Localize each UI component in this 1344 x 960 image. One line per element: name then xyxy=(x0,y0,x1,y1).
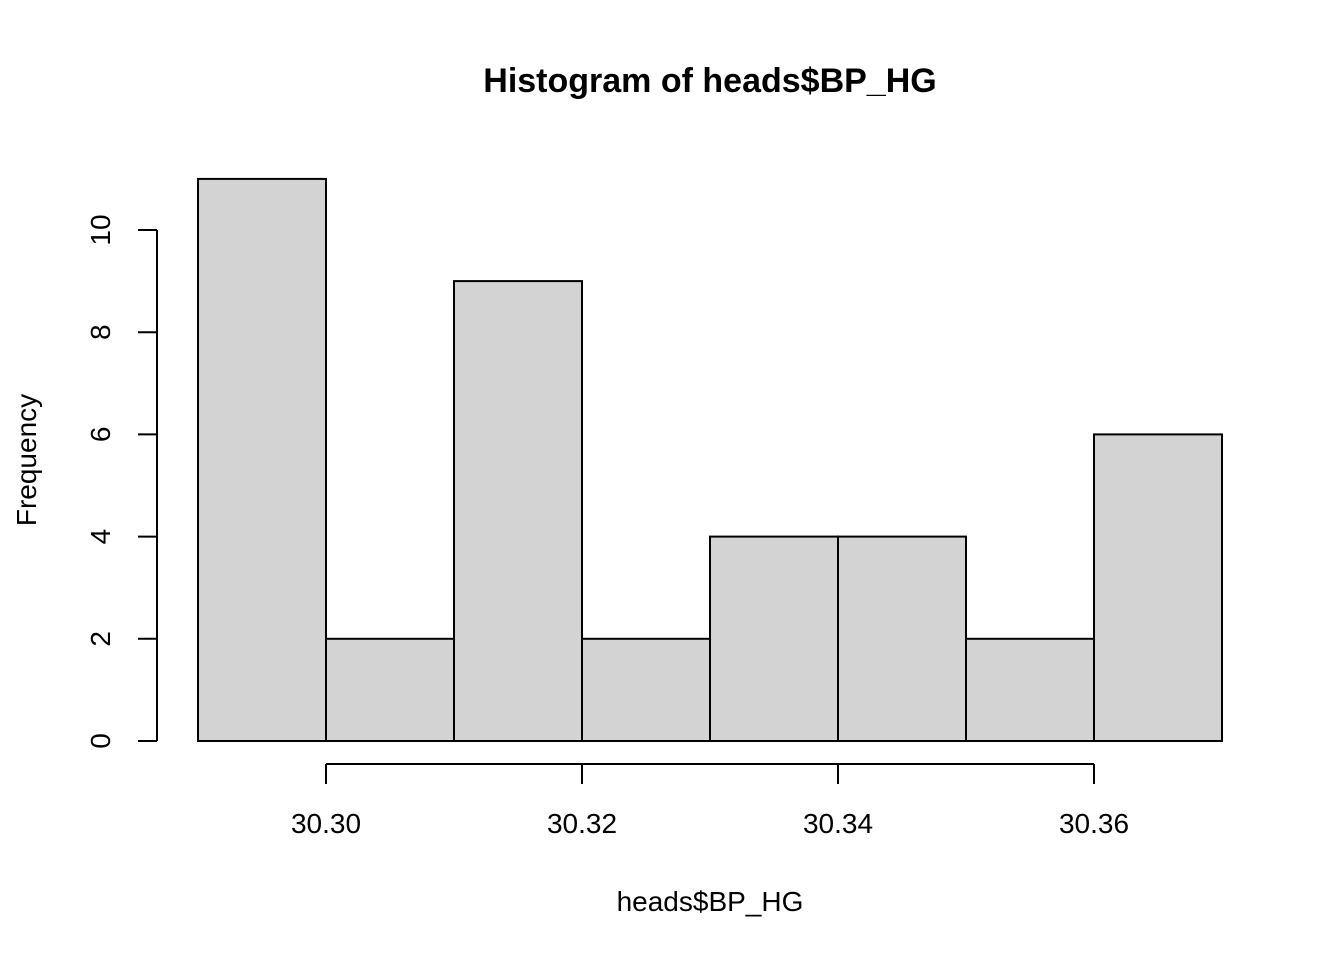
histogram-bar-6 xyxy=(837,535,967,742)
histogram-bar-7 xyxy=(965,637,1095,742)
histogram-bar-5 xyxy=(709,535,839,742)
y-axis: 0 2 4 6 8 10 xyxy=(85,214,158,749)
chart-title: Histogram of heads$BP_HG xyxy=(483,62,936,100)
x-axis-title: heads$BP_HG xyxy=(617,886,804,917)
x-tick-label: 30.32 xyxy=(547,808,617,839)
histogram-bar-8 xyxy=(1093,433,1223,742)
histogram-bar-2 xyxy=(325,637,455,742)
y-tick-label: 8 xyxy=(85,324,116,340)
x-tick-label: 30.36 xyxy=(1059,808,1129,839)
y-tick-label: 0 xyxy=(85,733,116,749)
histogram-bar-4 xyxy=(581,637,711,742)
y-tick-label: 6 xyxy=(85,427,116,443)
x-tick-label: 30.30 xyxy=(291,808,361,839)
y-tick-label: 2 xyxy=(85,631,116,647)
x-tick-label: 30.34 xyxy=(803,808,873,839)
histogram-bar-3 xyxy=(453,280,583,742)
y-tick-label: 4 xyxy=(85,529,116,545)
x-axis: 30.30 30.32 30.34 30.36 xyxy=(291,763,1129,839)
histogram-bar-1 xyxy=(197,177,327,742)
y-tick-label: 10 xyxy=(85,214,116,245)
bars-group xyxy=(197,177,1223,742)
y-axis-title: Frequency xyxy=(11,394,42,526)
